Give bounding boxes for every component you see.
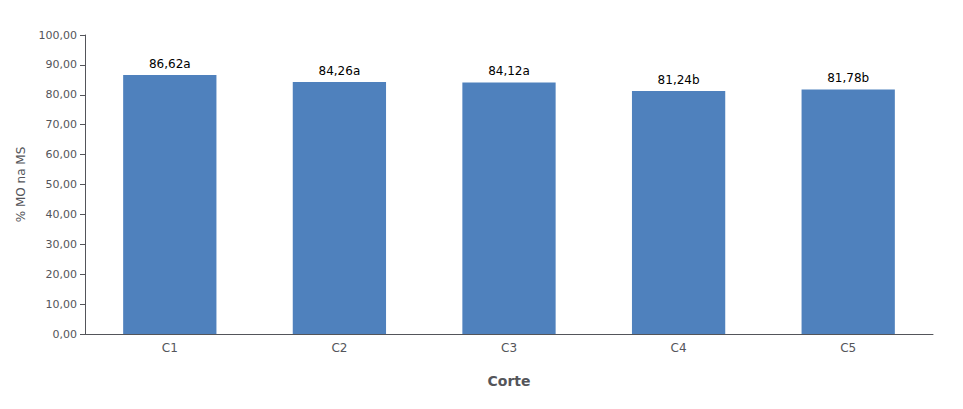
svg-text:30,00: 30,00 — [46, 238, 78, 251]
svg-text:40,00: 40,00 — [46, 208, 78, 221]
svg-text:84,26a: 84,26a — [319, 64, 361, 78]
svg-text:100,00: 100,00 — [39, 29, 78, 42]
svg-text:Corte: Corte — [488, 373, 531, 389]
svg-text:84,12a: 84,12a — [488, 64, 530, 78]
svg-text:10,00: 10,00 — [46, 298, 78, 311]
svg-text:80,00: 80,00 — [46, 88, 78, 101]
svg-text:% MO na MS: % MO na MS — [14, 147, 28, 223]
svg-text:C2: C2 — [331, 341, 347, 355]
svg-text:86,62a: 86,62a — [149, 57, 191, 71]
svg-text:60,00: 60,00 — [46, 148, 78, 161]
svg-text:C5: C5 — [840, 341, 856, 355]
svg-text:50,00: 50,00 — [46, 178, 78, 191]
svg-text:70,00: 70,00 — [46, 118, 78, 131]
svg-text:C1: C1 — [162, 341, 178, 355]
svg-text:90,00: 90,00 — [46, 58, 78, 71]
svg-text:20,00: 20,00 — [46, 268, 78, 281]
svg-text:C3: C3 — [501, 341, 517, 355]
svg-text:81,24b: 81,24b — [658, 73, 700, 87]
svg-text:0,00: 0,00 — [53, 328, 78, 341]
svg-text:C4: C4 — [671, 341, 687, 355]
svg-text:81,78b: 81,78b — [827, 71, 869, 85]
